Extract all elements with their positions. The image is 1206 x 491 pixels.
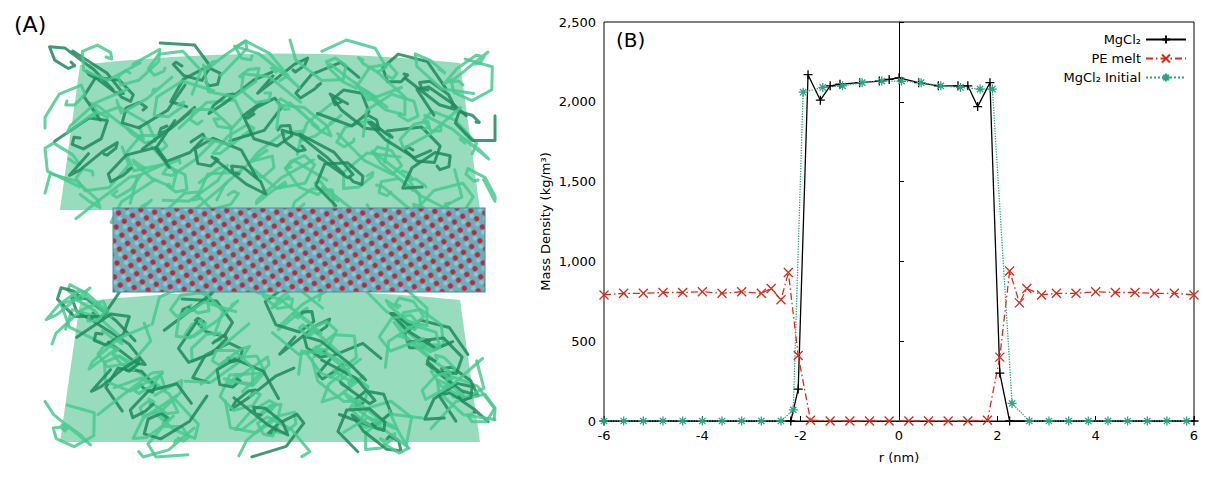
svg-text:2,500: 2,500 (559, 15, 596, 30)
svg-text:6: 6 (1190, 428, 1198, 443)
svg-text:Mass Density (kg/m³): Mass Density (kg/m³) (538, 152, 553, 291)
svg-text:0: 0 (895, 428, 903, 443)
svg-text:1,000: 1,000 (559, 254, 596, 269)
svg-text:MgCl₂: MgCl₂ (1104, 32, 1141, 47)
svg-text:-4: -4 (696, 428, 709, 443)
svg-text:1,500: 1,500 (559, 174, 596, 189)
svg-text:2,000: 2,000 (559, 94, 596, 109)
svg-text:(B): (B) (616, 28, 645, 52)
svg-text:PE melt: PE melt (1091, 51, 1141, 66)
svg-text:2: 2 (993, 428, 1001, 443)
svg-text:0: 0 (588, 414, 596, 429)
svg-text:(A): (A) (14, 12, 46, 37)
svg-text:r (nm): r (nm) (879, 450, 920, 465)
svg-text:-2: -2 (794, 428, 807, 443)
svg-text:500: 500 (571, 334, 596, 349)
svg-text:4: 4 (1092, 428, 1100, 443)
svg-text:-6: -6 (598, 428, 611, 443)
svg-text:MgCl₂ Initial: MgCl₂ Initial (1064, 70, 1141, 85)
